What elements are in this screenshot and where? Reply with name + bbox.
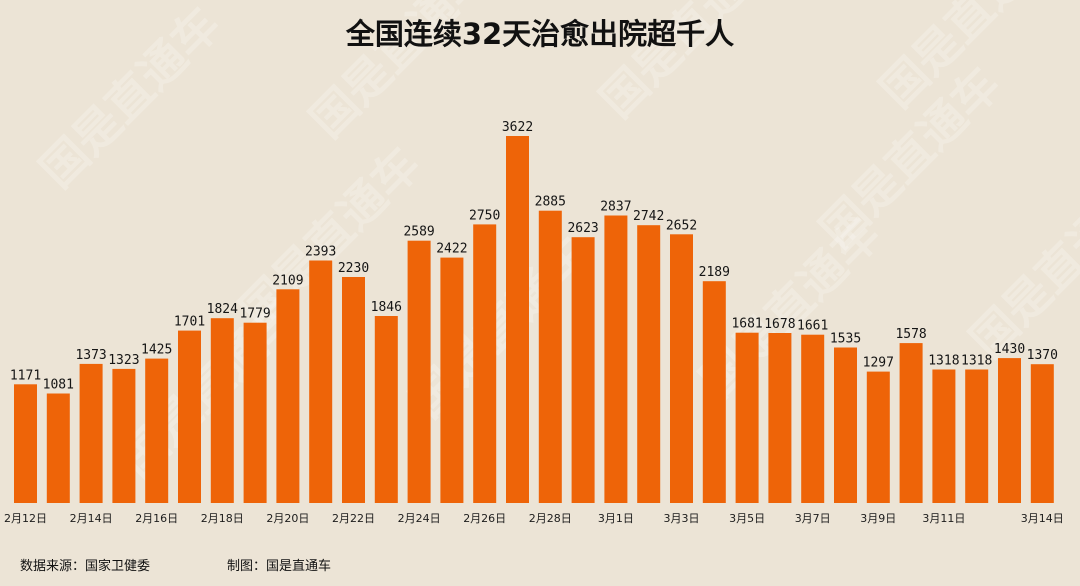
bar (1030, 364, 1054, 503)
bar (112, 368, 136, 503)
bar (702, 281, 726, 503)
value-label: 1171 (10, 368, 41, 383)
x-tick-label: 2月14日 (70, 512, 113, 525)
value-label: 1425 (141, 343, 172, 358)
bar (604, 215, 628, 503)
bar (374, 316, 398, 503)
x-tick-label: 3月9日 (860, 512, 896, 525)
value-label: 2837 (600, 200, 631, 215)
value-label: 1578 (895, 327, 926, 342)
value-label: 1430 (994, 342, 1025, 357)
value-label: 1846 (371, 300, 402, 315)
bar (46, 393, 70, 503)
x-tick-label: 3月5日 (729, 512, 765, 525)
bar (899, 343, 923, 503)
watermark-text: 国是直通车 (960, 167, 1080, 368)
bar (178, 330, 201, 503)
bar (407, 240, 431, 503)
value-label: 2189 (699, 265, 730, 280)
bar (571, 237, 595, 503)
bar (506, 136, 529, 503)
value-label: 1297 (863, 356, 894, 371)
bar (834, 347, 857, 503)
value-label: 2422 (436, 242, 467, 257)
watermark-text: 国是直通车 (30, 0, 231, 198)
value-label: 1323 (108, 353, 139, 368)
x-tick-group: 2月12日 2月14日 2月16日 2月18日 2月20日 2月22日 2月24日 2月26日… (4, 512, 1064, 525)
x-tick-label: 3月7日 (795, 512, 831, 525)
x-tick-label: 2月12日 (4, 512, 47, 525)
bar (932, 369, 956, 503)
x-tick-label: 3月1日 (598, 512, 634, 525)
bar (276, 289, 300, 503)
x-tick-label: 2月20日 (266, 512, 309, 525)
value-label: 1318 (928, 354, 959, 369)
x-tick-label: 2月28日 (529, 512, 572, 525)
x-tick-label: 2月22日 (332, 512, 375, 525)
bar (342, 277, 365, 503)
value-label: 2109 (272, 273, 303, 288)
value-label: 2393 (305, 245, 336, 260)
chart-credit: 制图：国是直通车 (227, 558, 331, 574)
bar (965, 369, 989, 503)
bar (768, 333, 792, 503)
x-tick-label: 2月16日 (135, 512, 178, 525)
bar (145, 358, 169, 503)
bar (538, 210, 562, 503)
value-label: 1535 (830, 332, 861, 347)
value-label: 1370 (1027, 348, 1058, 363)
value-label: 1824 (207, 302, 238, 317)
bar (998, 358, 1021, 503)
bar (473, 224, 497, 503)
value-label: 1661 (797, 319, 828, 334)
bar (210, 318, 234, 503)
value-label: 1318 (961, 354, 992, 369)
value-label: 2230 (338, 261, 369, 276)
chart-title: 全国连续32天治愈出院超千人 (345, 17, 734, 51)
value-label: 1081 (43, 378, 74, 393)
x-tick-label: 3月3日 (664, 512, 700, 525)
bar (243, 322, 267, 503)
value-label: 2742 (633, 209, 664, 224)
bar (801, 334, 825, 503)
bar (866, 371, 890, 503)
x-tick-label: 3月14日 (1021, 512, 1064, 525)
data-source: 数据来源：国家卫健委 (20, 558, 150, 574)
value-label: 1701 (174, 315, 205, 330)
value-label: 1681 (731, 317, 762, 332)
bar-group (14, 136, 1054, 504)
bar (735, 332, 759, 503)
x-tick-label: 2月24日 (398, 512, 441, 525)
value-label: 2750 (469, 208, 500, 223)
value-label: 2885 (535, 195, 566, 210)
x-tick-label: 3月11日 (922, 512, 965, 525)
value-label: 2589 (403, 225, 434, 240)
value-label: 2652 (666, 218, 697, 233)
bar (309, 260, 333, 503)
bar (637, 225, 661, 503)
x-tick-label: 2月18日 (201, 512, 244, 525)
x-tick-label: 2月26日 (463, 512, 506, 525)
value-label: 3622 (502, 120, 533, 135)
value-label: 1779 (239, 307, 270, 322)
value-label: 2623 (567, 221, 598, 236)
bar (440, 257, 464, 503)
bar (79, 363, 103, 503)
bar (14, 384, 37, 503)
value-label: 1373 (75, 348, 106, 363)
value-label: 1678 (764, 317, 795, 332)
bar (670, 234, 693, 504)
